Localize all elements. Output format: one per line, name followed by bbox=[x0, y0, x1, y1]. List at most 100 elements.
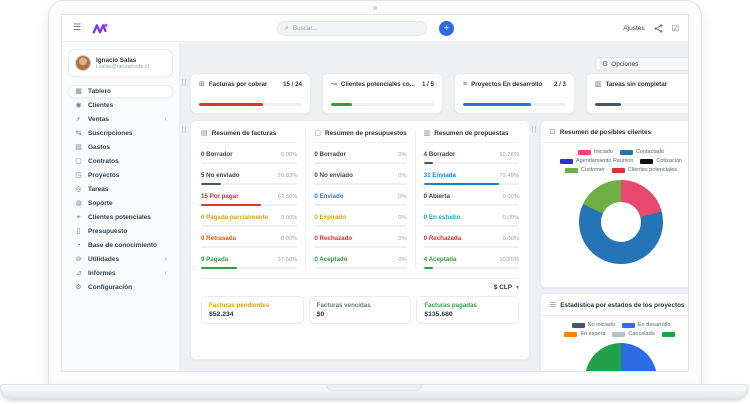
status-percent: 0.00% bbox=[280, 215, 298, 221]
column-title: Resumen de presupuestos bbox=[324, 130, 407, 137]
kpi-card-clientes-potenciales[interactable]: ↝ Clientes potenciales co... 1 / 5 bbox=[322, 73, 443, 114]
legend-item: Iniciado bbox=[577, 149, 613, 155]
status-row: 4 Aceptada 10.26% bbox=[423, 256, 519, 269]
sidebar-item-label: Proyectos bbox=[88, 172, 120, 179]
kpi-card-facturas-por-cobrar[interactable]: ⊞ Facturas por cobrar 15 / 24 bbox=[190, 73, 311, 114]
total-amount: $52.234 bbox=[209, 311, 234, 318]
projects-pie-chart bbox=[585, 343, 657, 371]
sidebar-item-informes[interactable]: ⊿ Informes ‹ bbox=[68, 267, 173, 280]
total-label: Facturas vencidas bbox=[316, 302, 371, 309]
legend-item bbox=[661, 331, 678, 337]
sidebar-item-soporte[interactable]: ◍ Soporte bbox=[68, 197, 173, 210]
status-percent: 37.50% bbox=[277, 257, 298, 263]
sidebar-item-contratos[interactable]: ▢ Contratos bbox=[68, 155, 173, 168]
legend-swatch bbox=[611, 167, 625, 173]
sidebar-item-configuracion[interactable]: ⚙ Configuración bbox=[68, 281, 173, 294]
sidebar-item-suscripciones[interactable]: ⇆ Suscripciones bbox=[68, 127, 173, 140]
projects-icon: ◳ bbox=[75, 172, 82, 179]
status-percent: 0% bbox=[398, 194, 407, 200]
sidebar-item-label: Base de conocimiento bbox=[88, 242, 157, 249]
panel-title: Resumen de posibles clientes bbox=[559, 129, 652, 136]
check-square-icon[interactable]: ☑ bbox=[671, 23, 679, 33]
status-label: 0 Rechazada bbox=[423, 235, 462, 242]
sidebar-item-presupuesto[interactable]: ▯ Presupuesto bbox=[68, 225, 173, 238]
user-profile-card[interactable]: Ignacio Salas i.salas@neuralcode.cl bbox=[68, 49, 173, 77]
status-percent: 10.26% bbox=[499, 257, 519, 263]
panel-title: Estadística por estados de los proyectos bbox=[560, 302, 685, 309]
sidebar-item-utilidades[interactable]: ⊚ Utilidades ‹ bbox=[68, 253, 173, 266]
kpi-progress bbox=[199, 103, 264, 106]
drag-handle-icon[interactable] bbox=[532, 126, 536, 133]
customers-icon: ◉ bbox=[75, 102, 82, 109]
sidebar-item-label: Utilidades bbox=[88, 256, 120, 263]
sidebar-item-label: Tareas bbox=[88, 186, 109, 193]
status-percent: 0% bbox=[398, 215, 407, 221]
kpi-label: Facturas por cobrar bbox=[208, 81, 268, 88]
currency-selector[interactable]: $ CLP ▾ bbox=[201, 284, 519, 291]
legend-swatch bbox=[564, 167, 578, 173]
donut-hole bbox=[601, 202, 641, 242]
legend-label: Cotización bbox=[656, 158, 683, 164]
drag-handle-icon[interactable] bbox=[182, 79, 186, 86]
status-percent: 0% bbox=[398, 173, 407, 179]
kpi-card-proyectos-en-desarrollo[interactable]: ≡ Proyectos En desarrollo 2 / 3 bbox=[454, 73, 575, 114]
sidebar-item-label: Soporte bbox=[88, 200, 113, 207]
avatar bbox=[75, 55, 91, 71]
reports-icon: ⊿ bbox=[75, 270, 82, 277]
sidebar-item-tareas[interactable]: ◎ Tareas bbox=[68, 183, 173, 196]
legend-label: No iniciado bbox=[587, 322, 615, 328]
ajustes-link[interactable]: Ajustes bbox=[623, 25, 645, 32]
legend-item: En desarrollo bbox=[621, 322, 670, 328]
column-resumen-facturas: ▤ Resumen de facturas 0 Borrador 0.00% 5 … bbox=[201, 130, 305, 269]
status-label: 0 Retrasada bbox=[201, 235, 237, 242]
status-row: 0 Retrasada 0.00% bbox=[201, 235, 298, 248]
legend-swatch bbox=[571, 322, 585, 328]
status-progress bbox=[201, 203, 262, 206]
legend-swatch bbox=[661, 331, 675, 337]
legend-swatch bbox=[640, 158, 654, 164]
status-label: 5 No enviado bbox=[201, 172, 240, 179]
status-row: 4 Borrador 10.26% bbox=[423, 151, 519, 164]
search-bar[interactable]: ⌕ bbox=[277, 21, 427, 36]
legend-swatch bbox=[577, 149, 591, 155]
legend-item: Cotización bbox=[640, 158, 682, 164]
utilities-icon: ⊚ bbox=[75, 256, 82, 263]
sidebar-item-label: Gastos bbox=[88, 144, 111, 151]
status-row: 0 En estudio 0.00% bbox=[423, 214, 519, 227]
sidebar-item-ventas[interactable]: ⚡ Ventas ‹ bbox=[68, 113, 173, 126]
total-facturas-pagadas: Facturas pagadas $135.680 bbox=[416, 296, 520, 324]
legend-item: En espera bbox=[564, 331, 605, 337]
sidebar-item-clientes-potenciales[interactable]: ⌖ Clientes potenciales bbox=[68, 211, 173, 224]
share-icon[interactable] bbox=[654, 20, 663, 38]
sidebar-item-proyectos[interactable]: ◳ Proyectos bbox=[68, 169, 173, 182]
sidebar-item-label: Clientes bbox=[88, 102, 114, 109]
sidebar-item-tablero[interactable]: ▦ Tablero bbox=[68, 85, 173, 98]
legend-item: Clientes potenciales bbox=[611, 167, 678, 173]
sales-icon: ⚡ bbox=[76, 116, 81, 123]
legend-label: Clientes potenciales bbox=[627, 167, 678, 173]
sidebar-item-base-de-conocimiento[interactable]: ◔ Base de conocimiento bbox=[68, 239, 173, 252]
drag-handle-icon[interactable] bbox=[182, 126, 186, 133]
sidebar-item-gastos[interactable]: ▤ Gastos bbox=[68, 141, 173, 154]
status-label: 0 Abierta bbox=[423, 193, 450, 200]
webcam-dot bbox=[373, 6, 377, 10]
legend-item: No iniciado bbox=[571, 322, 615, 328]
search-input[interactable] bbox=[292, 25, 419, 32]
expenses-icon: ▤ bbox=[75, 144, 82, 151]
legend-label: Customer bbox=[580, 167, 605, 173]
dashboard-options-button[interactable]: ⚙ Opciones bbox=[595, 57, 688, 71]
kpi-card-tareas-sin-completar[interactable]: ▥ Tareas sin completar bbox=[586, 73, 688, 114]
sidebar-item-label: Informes bbox=[88, 270, 116, 277]
status-label: 4 Aceptada bbox=[423, 256, 457, 263]
quick-add-button[interactable]: + bbox=[439, 21, 454, 36]
sidebar-item-clientes[interactable]: ◉ Clientes bbox=[68, 99, 173, 112]
legend-swatch bbox=[621, 322, 635, 328]
sidebar-item-label: Suscripciones bbox=[88, 130, 133, 137]
laptop-notch bbox=[326, 385, 422, 391]
status-row: 5 No enviado 20.83% bbox=[201, 172, 298, 185]
options-button-label: Opciones bbox=[611, 60, 639, 68]
status-label: 0 Pagada parcialmente bbox=[201, 214, 269, 221]
laptop-bezel: ☰ ⌕ + Ajustes bbox=[48, 0, 702, 384]
hamburger-menu-icon[interactable]: ☰ bbox=[73, 22, 82, 32]
total-amount: $135.680 bbox=[424, 311, 453, 318]
